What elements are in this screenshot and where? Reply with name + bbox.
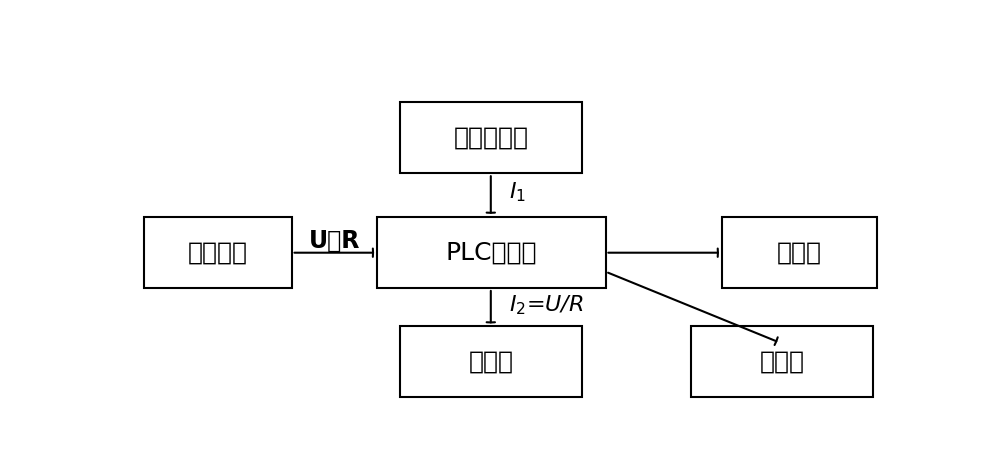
Text: 显示屏: 显示屏: [469, 350, 514, 374]
FancyBboxPatch shape: [400, 326, 582, 397]
Text: PLC控制器: PLC控制器: [445, 241, 537, 264]
Text: 云平台: 云平台: [759, 350, 804, 374]
Text: $I_1$: $I_1$: [509, 180, 526, 204]
Text: 电流互感器: 电流互感器: [454, 126, 529, 150]
Text: U和R: U和R: [309, 228, 360, 253]
Text: 警报灯: 警报灯: [777, 241, 822, 264]
Text: $I_2$=U/R: $I_2$=U/R: [509, 293, 583, 317]
Text: 输入键盘: 输入键盘: [188, 241, 248, 264]
FancyBboxPatch shape: [377, 217, 606, 288]
FancyBboxPatch shape: [400, 102, 582, 173]
FancyBboxPatch shape: [722, 217, 877, 288]
FancyBboxPatch shape: [144, 217, 292, 288]
FancyBboxPatch shape: [691, 326, 873, 397]
